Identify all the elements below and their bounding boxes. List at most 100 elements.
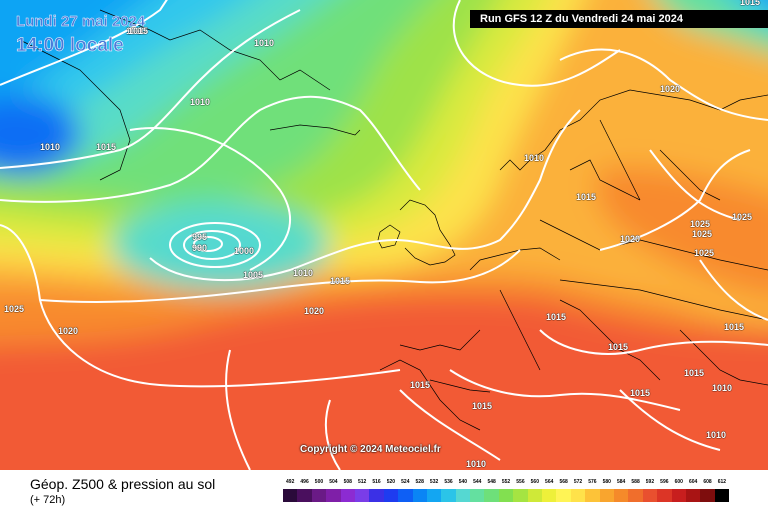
isobar-label: 1015: [608, 342, 629, 352]
legend-color: [498, 489, 514, 502]
legend-color: [455, 489, 471, 502]
legend-footer: Géop. Z500 & pression au sol (+ 72h) 492…: [0, 470, 768, 512]
legend-color: [599, 489, 614, 502]
legend-value: 580: [602, 479, 611, 485]
run-info-banner: Run GFS 12 Z du Vendredi 24 mai 2024: [470, 10, 768, 28]
isobar-label: 1010: [706, 430, 727, 440]
legend-swatch: 532: [426, 478, 442, 502]
isobar-label: 1020: [660, 84, 681, 94]
legend-value: 576: [588, 479, 597, 485]
isobar-label: 1015: [472, 401, 493, 411]
legend-color: [369, 489, 384, 502]
isobar-label: 1015: [546, 312, 567, 322]
legend-color: [470, 489, 485, 502]
isobar-label: 1010: [293, 268, 314, 278]
legend-swatch: 516: [369, 478, 384, 502]
legend-color: [340, 489, 355, 502]
legend-swatch: 612: [714, 478, 730, 502]
legend-swatch: 548: [484, 478, 499, 502]
legend-value: 568: [559, 479, 568, 485]
legend-value: 556: [516, 479, 525, 485]
copyright-text: Copyright © 2024 Meteociel.fr: [300, 444, 441, 455]
legend-value: 604: [688, 479, 698, 485]
legend-color: [671, 489, 686, 502]
legend-color: [628, 489, 643, 502]
legend-color: [283, 489, 298, 502]
legend-value: 532: [429, 479, 439, 485]
legend-swatch: 524: [398, 478, 413, 502]
legend-color: [642, 489, 658, 502]
legend-swatch: 512: [354, 478, 370, 502]
legend-color: [570, 489, 586, 502]
legend-swatch: 608: [700, 478, 715, 502]
legend-value: 524: [401, 479, 410, 485]
isobar-label: 1005: [243, 270, 264, 280]
legend-swatch: 560: [527, 478, 543, 502]
legend-swatch: 596: [657, 478, 672, 502]
legend-title: Géop. Z500 & pression au sol: [30, 476, 216, 492]
isobar-label: 1025: [732, 212, 753, 222]
isobar-label: 1000: [234, 246, 255, 256]
legend-value: 612: [717, 479, 727, 485]
legend-color: [354, 489, 370, 502]
legend-value: 520: [386, 479, 396, 485]
legend-swatch: 500: [311, 478, 327, 502]
legend-color: [585, 489, 600, 502]
legend-swatch: 572: [570, 478, 586, 502]
legend-swatch: 504: [326, 478, 341, 502]
legend-value: 584: [617, 479, 626, 485]
isobar-label: 1020: [304, 306, 325, 316]
isobar-label: 1020: [620, 234, 641, 244]
legend-swatch: 604: [685, 478, 701, 502]
isobar-label: 1010: [712, 383, 733, 393]
legend-swatch: 568: [556, 478, 571, 502]
legend-swatch: 540: [455, 478, 471, 502]
legend-value: 572: [573, 479, 583, 485]
isobar-label: 1010: [524, 153, 545, 163]
legend-swatch: 588: [628, 478, 643, 502]
legend-color: [383, 489, 399, 502]
legend-color: [311, 489, 327, 502]
legend-color: [700, 489, 715, 502]
isobar-label: 1015: [330, 276, 351, 286]
isobar-label: 1015: [684, 368, 705, 378]
legend-value: 508: [343, 479, 352, 485]
legend-swatch: 508: [340, 478, 355, 502]
isobar-label: 1010: [40, 142, 61, 152]
legend-swatch: 564: [542, 478, 557, 502]
legend-swatch: 528: [412, 478, 427, 502]
geopotential-field: [0, 0, 768, 470]
isobar-label: 1015: [576, 192, 597, 202]
legend-color: [484, 489, 499, 502]
legend-color: [297, 489, 312, 502]
isobar-label: 1015: [128, 26, 149, 36]
legend-value: 544: [473, 479, 482, 485]
legend-swatch: 580: [599, 478, 614, 502]
color-scale: 492 496 500 504 508 512 516 520 524 528 532 536 540 5…: [283, 478, 730, 502]
legend-value: 492: [286, 479, 295, 485]
coastlines: [19, 9, 768, 431]
legend-color: [657, 489, 672, 502]
isobar-label: 990: [192, 243, 208, 253]
legend-swatch: 496: [297, 478, 312, 502]
legend-value: 516: [372, 479, 381, 485]
legend-value: 588: [631, 479, 640, 485]
isobar-label: 1010: [190, 97, 211, 107]
legend-value: 560: [530, 479, 539, 485]
legend-value: 536: [444, 479, 453, 485]
legend-value: 552: [501, 479, 511, 485]
legend-swatch: 552: [498, 478, 514, 502]
isobar-label: 1020: [58, 326, 79, 336]
legend-color: [556, 489, 571, 502]
isobar-label: 1025: [4, 304, 25, 314]
legend-swatch: 556: [513, 478, 528, 502]
isobar-label: 995: [192, 232, 208, 242]
legend-color: [441, 489, 456, 502]
isobar-label: 1025: [694, 248, 715, 258]
legend-color: [685, 489, 701, 502]
weather-map: Lundi 27 mai 2024 14:00 locale Run GFS 1…: [0, 0, 768, 470]
legend-value: 596: [660, 479, 669, 485]
isobar-label: 1015: [96, 142, 117, 152]
legend-value: 512: [357, 479, 367, 485]
legend-swatch: 520: [383, 478, 399, 502]
